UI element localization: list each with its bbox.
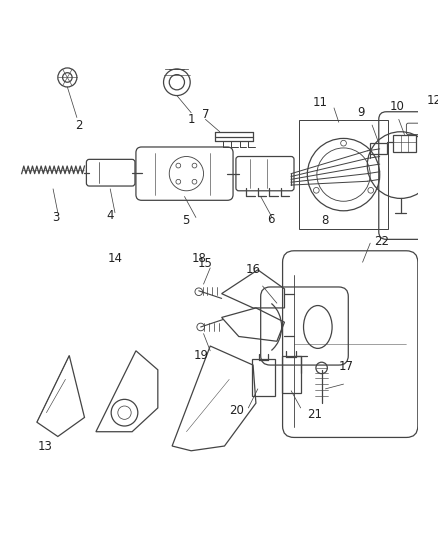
Text: 21: 21 [307,408,322,421]
Text: 1: 1 [187,113,195,126]
Text: 15: 15 [198,257,213,270]
Text: 17: 17 [339,360,354,374]
Text: 3: 3 [52,211,60,224]
Text: 19: 19 [193,349,208,362]
Text: 4: 4 [106,209,114,222]
Text: 7: 7 [201,108,209,121]
Text: 22: 22 [374,235,389,248]
Text: 6: 6 [268,213,275,226]
Text: 5: 5 [182,214,189,227]
Text: 18: 18 [191,252,206,265]
Text: 10: 10 [389,100,404,112]
Text: 12: 12 [427,94,438,107]
Text: 11: 11 [312,96,327,109]
Text: 9: 9 [357,106,364,119]
Text: 14: 14 [107,252,123,265]
Text: 8: 8 [321,214,328,227]
Text: 20: 20 [230,404,244,417]
Text: 2: 2 [75,118,82,132]
Text: 16: 16 [246,263,261,276]
Text: 13: 13 [38,440,53,453]
